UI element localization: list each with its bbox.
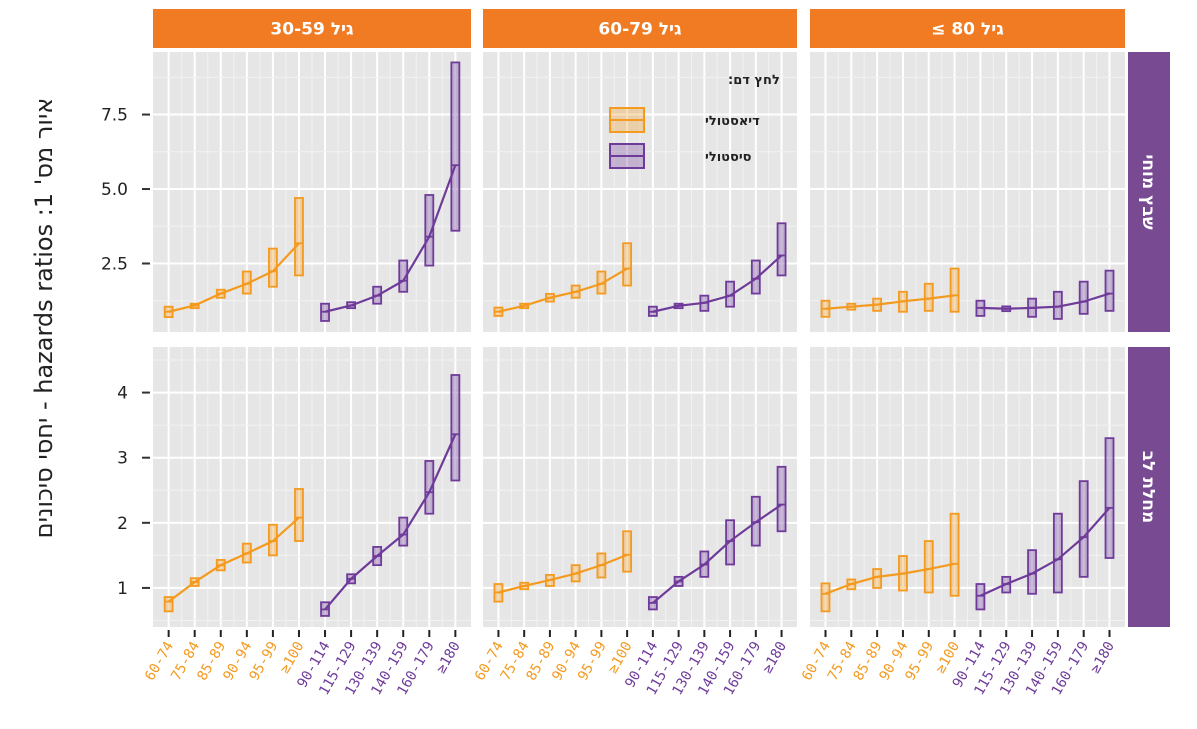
column-strip	[153, 9, 471, 48]
y-tick-label: 2	[117, 514, 128, 534]
diastolic-ci-box	[949, 267, 960, 313]
systolic-ci-box	[725, 280, 735, 308]
systolic-ci-box	[725, 519, 735, 566]
panel-r1-c1	[483, 347, 797, 627]
systolic-ci-box	[750, 259, 761, 295]
y-tick-label: 7.5	[101, 106, 128, 126]
diastolic-ci-box	[923, 282, 934, 312]
diastolic-ci-box	[622, 242, 633, 287]
panel-data-r0-c0	[163, 61, 461, 322]
systolic-ci-box	[450, 61, 461, 232]
panel-r0-c2	[810, 52, 1125, 332]
y-axis-title: איור מס' 1: hazards ratios - יחסי סיכוני…	[30, 98, 58, 539]
y-tick-label: 5.0	[101, 180, 128, 200]
y-tick-label: 2.5	[101, 254, 128, 274]
systolic-ci-box	[1078, 280, 1089, 315]
row-strip	[1128, 347, 1170, 627]
legend-key-systolic	[609, 143, 645, 169]
systolic-ci-box	[1052, 290, 1063, 320]
legend-key-diastolic	[609, 107, 645, 133]
systolic-ci-box	[1078, 480, 1089, 578]
systolic-ci-box	[424, 460, 435, 515]
systolic-ci-box	[398, 259, 409, 293]
panel-r0-c0	[153, 52, 471, 332]
diastolic-ci-box	[820, 582, 831, 613]
systolic-ci-box	[450, 374, 461, 482]
diastolic-ci-box	[949, 512, 960, 597]
panel-data-r1-c1	[493, 465, 787, 611]
diastolic-ci-box	[294, 197, 304, 277]
panel-data-r1-c2	[820, 437, 1115, 613]
panels-layer	[153, 52, 1125, 627]
systolic-ci-box	[398, 516, 409, 547]
legend-label: דיאסטולי	[705, 114, 760, 129]
column-strip-label: גיל 30-59	[270, 20, 354, 40]
systolic-ci-box	[1104, 437, 1115, 559]
systolic-ci-box	[975, 583, 986, 611]
systolic-ci-box	[750, 495, 761, 547]
y-tick-label: 3	[117, 449, 128, 469]
systolic-ci-box	[776, 465, 787, 533]
diastolic-ci-box	[923, 540, 934, 594]
diastolic-ci-box	[241, 270, 252, 295]
column-strip	[483, 9, 797, 48]
systolic-ci-box	[1052, 512, 1063, 594]
y-tick-label: 4	[117, 384, 128, 404]
diastolic-ci-box	[268, 247, 278, 288]
row-strip	[1128, 52, 1170, 332]
row-strip-label: שבץ מוחי	[1138, 154, 1158, 229]
diastolic-ci-box	[294, 488, 304, 542]
systolic-ci-box	[424, 194, 435, 267]
systolic-ci-box	[776, 222, 787, 277]
strips-layer: גיל 30-59 גיל 60-79 גיל 80 ≥ שבץ מוחי מחלת ל…	[153, 9, 1170, 627]
diastolic-ci-box	[596, 270, 607, 295]
panel-r1-c2	[810, 347, 1125, 627]
y-tick-label: 1	[117, 579, 128, 599]
column-strip-label: גיל 80 ≥	[931, 20, 1004, 40]
legend-label: סיסטולי	[705, 150, 752, 165]
systolic-ci-box	[1104, 269, 1115, 312]
panel-data-r0-c2	[820, 267, 1115, 320]
panel-r0-c1	[483, 52, 797, 332]
column-strip	[810, 9, 1125, 48]
diastolic-ci-box	[622, 530, 633, 573]
legend: לחץ דם: דיאסטולי סיסטולי	[609, 73, 780, 169]
legend-title: לחץ דם:	[728, 73, 780, 88]
panel-r1-c0	[153, 347, 471, 627]
panel-data-r1-c0	[163, 374, 461, 617]
diastolic-ci-box	[872, 568, 883, 589]
systolic-ci-box	[1027, 549, 1037, 595]
x-tick-label: ≥180	[433, 639, 464, 676]
x-tick-label: ≥180	[1087, 639, 1118, 676]
panel-data-r0-c1	[493, 222, 787, 317]
diastolic-ci-box	[268, 523, 278, 557]
row-strip-label: מחלת לב	[1138, 451, 1158, 523]
column-strip-label: גיל 60-79	[598, 20, 682, 40]
diastolic-ci-box	[163, 596, 174, 613]
x-tick-label: ≥180	[759, 639, 790, 676]
